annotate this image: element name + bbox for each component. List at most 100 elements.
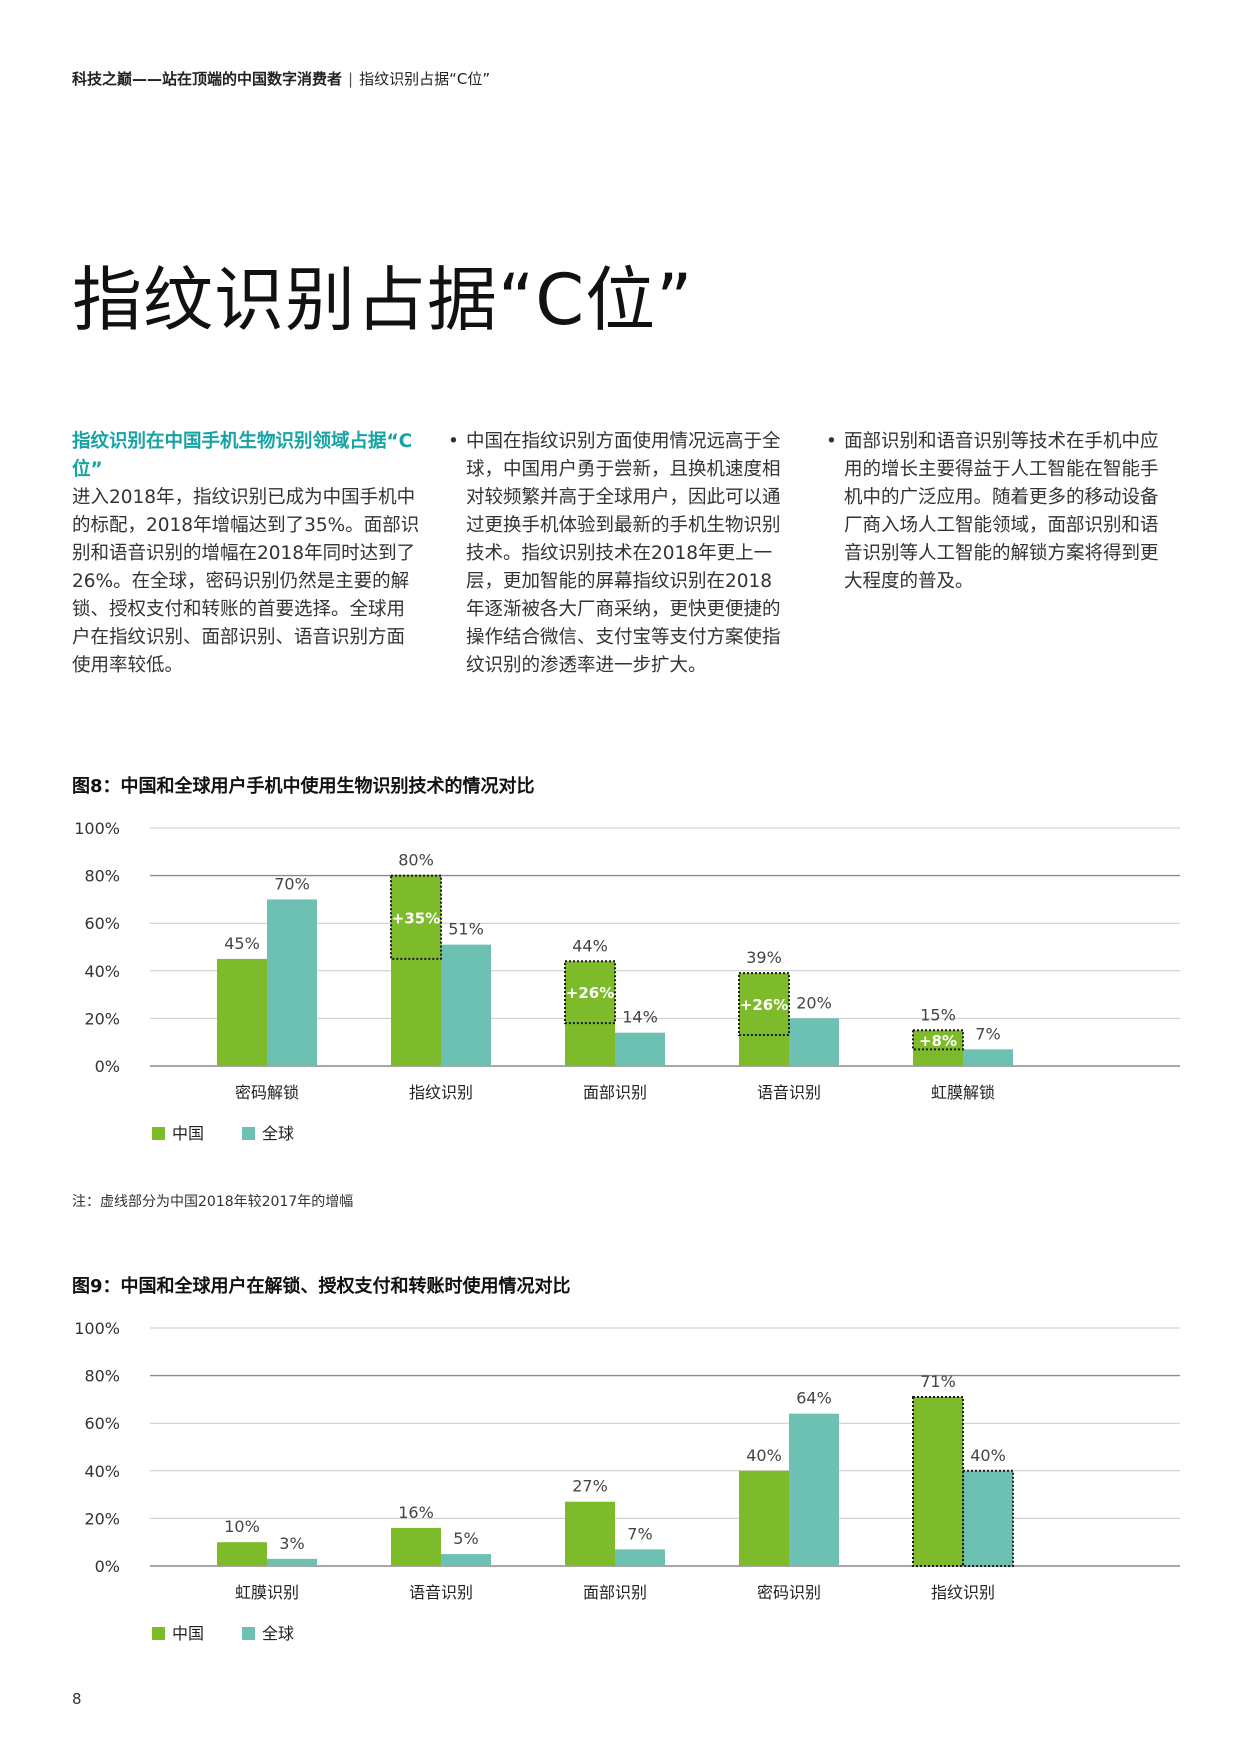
fig9-bar-china (391, 1527, 441, 1566)
fig9-y-tick-label: 80% (84, 1367, 120, 1386)
fig8-value-label-global: 51% (448, 920, 484, 939)
fig8-legend-label: 全球 (262, 1124, 294, 1143)
fig8-increment-label: +8% (919, 1032, 957, 1050)
fig8-y-tick-label: 20% (84, 1009, 120, 1028)
fig8-value-label-global: 70% (274, 874, 310, 893)
text-column-1: 指纹识别在中国手机生物识别领域占据“C位” 进入2018年，指纹识别已成为中国手… (72, 428, 420, 680)
fig9-bar-global (963, 1470, 1013, 1566)
fig8-value-label-global: 7% (975, 1024, 1000, 1043)
fig8-bar-global (615, 1032, 665, 1066)
fig8-value-label-global: 14% (622, 1008, 658, 1027)
figure-9-title: 图9：中国和全球用户在解锁、授权支付和转账时使用情况对比 (72, 1276, 571, 1297)
section-heading: 指纹识别在中国手机生物识别领域占据“C位” (72, 431, 413, 480)
fig8-bar-global (441, 944, 491, 1066)
fig9-value-label-global: 7% (627, 1524, 652, 1543)
fig9-category-label: 密码识别 (757, 1583, 821, 1602)
running-head: 科技之巅——站在顶端的中国数字消费者 | 指纹识别占据“C位” (72, 68, 490, 89)
fig9-bar-china (565, 1501, 615, 1566)
fig8-y-tick-label: 80% (84, 867, 120, 886)
fig9-legend-swatch (152, 1627, 165, 1640)
figure-9-svg: 0% 20% 40% 60% 80% 100% 10% 3% 虹膜识别 16% 5% 语音识别 27% 7… (74, 1319, 1180, 1643)
page-number: 8 (72, 1690, 82, 1708)
fig8-category-label: 面部识别 (583, 1083, 647, 1102)
fig8-bar-global (267, 899, 317, 1066)
fig9-bar-global (441, 1554, 491, 1566)
fig8-category-label: 密码解锁 (235, 1083, 299, 1102)
fig9-value-label-china: 40% (746, 1446, 782, 1465)
fig8-value-label-china: 15% (920, 1005, 956, 1024)
fig9-value-label-china: 27% (572, 1477, 608, 1496)
fig8-increment-label: +26% (740, 996, 788, 1014)
fig9-y-tick-label: 0% (95, 1557, 120, 1576)
fig8-value-label-china: 45% (224, 934, 260, 953)
fig9-bar-china (739, 1470, 789, 1566)
fig9-legend-label: 全球 (262, 1624, 294, 1643)
fig9-bar-china (913, 1397, 963, 1566)
fig8-bar-china (391, 875, 441, 1066)
fig9-category-label: 面部识别 (583, 1583, 647, 1602)
fig8-increment-box (390, 874, 442, 960)
page-title: 指纹识别占据“C位” (72, 259, 694, 341)
running-head-report-title: 科技之巅——站在顶端的中国数字消费者 (72, 70, 343, 88)
fig8-y-tick-label: 100% (74, 819, 120, 838)
fig9-value-label-global: 5% (453, 1529, 478, 1548)
figure-9-chart: 0% 20% 40% 60% 80% 100% 10% 3% 虹膜识别 16% 5% 语音识别 27% 7… (72, 1308, 1182, 1668)
fig8-bar-global (963, 1049, 1013, 1066)
text-column-3: 面部识别和语音识别等技术在手机中应用的增长主要得益于人工智能在智能手机中的广泛应… (826, 428, 1166, 596)
fig9-highlight-box-china (912, 1396, 964, 1567)
fig9-legend-label: 中国 (172, 1624, 204, 1643)
bullet-paragraph: 面部识别和语音识别等技术在手机中应用的增长主要得益于人工智能在智能手机中的广泛应… (826, 428, 1166, 596)
fig8-bar-china (739, 973, 789, 1066)
body-paragraph: 进入2018年，指纹识别已成为中国手机中的标配，2018年增幅达到了35%。面部… (72, 487, 420, 676)
fig9-value-label-global: 40% (970, 1446, 1006, 1465)
fig8-y-tick-label: 60% (84, 914, 120, 933)
fig8-y-tick-label: 40% (84, 962, 120, 981)
fig8-legend-swatch (242, 1127, 255, 1140)
fig9-value-label-china: 71% (920, 1372, 956, 1391)
fig9-bar-china (217, 1542, 267, 1566)
figure-8-note: 注：虚线部分为中国2018年较2017年的增幅 (72, 1194, 354, 1210)
fig8-increment-box (912, 1029, 964, 1051)
fig8-increment-box (564, 960, 616, 1025)
fig8-value-label-china: 80% (398, 851, 434, 870)
fig9-category-label: 语音识别 (409, 1583, 473, 1602)
fig8-bar-china (913, 1030, 963, 1066)
fig9-y-tick-label: 40% (84, 1462, 120, 1481)
fig8-bar-global (789, 1018, 839, 1066)
fig8-increment-label: +26% (566, 984, 614, 1002)
fig8-category-label: 语音识别 (757, 1083, 821, 1102)
figure-8-chart: 0% 20% 40% 60% 80% 100% 45% 70% 密码解锁 +35% 80% 51% 指纹… (72, 808, 1182, 1168)
fig8-increment-label: +35% (392, 909, 440, 927)
fig9-value-label-china: 16% (398, 1503, 434, 1522)
fig8-value-label-china: 44% (572, 936, 608, 955)
fig8-increment-box (738, 972, 790, 1037)
fig9-legend-swatch (242, 1627, 255, 1640)
fig9-bar-global (615, 1549, 665, 1566)
fig9-bar-global (789, 1413, 839, 1566)
fig8-bar-china (565, 961, 615, 1066)
fig9-bar-global (267, 1558, 317, 1566)
fig8-bar-china (217, 958, 267, 1066)
text-column-2: 中国在指纹识别方面使用情况远高于全球，中国用户勇于尝新，且换机速度相对较频繁并高… (448, 428, 788, 680)
figure-8-svg: 0% 20% 40% 60% 80% 100% 45% 70% 密码解锁 +35% 80% 51% 指纹… (74, 819, 1180, 1143)
fig9-category-label: 虹膜识别 (235, 1583, 299, 1602)
running-head-separator: | (348, 70, 354, 88)
fig9-highlight-box-global (962, 1469, 1014, 1567)
fig9-y-tick-label: 60% (84, 1414, 120, 1433)
fig8-legend-label: 中国 (172, 1124, 204, 1143)
fig8-legend-swatch (152, 1127, 165, 1140)
fig9-y-tick-label: 20% (84, 1509, 120, 1528)
fig8-value-label-global: 20% (796, 993, 832, 1012)
fig9-category-label: 指纹识别 (931, 1583, 995, 1602)
fig8-y-tick-label: 0% (95, 1057, 120, 1076)
running-head-section: 指纹识别占据“C位” (359, 70, 491, 88)
bullet-paragraph: 中国在指纹识别方面使用情况远高于全球，中国用户勇于尝新，且换机速度相对较频繁并高… (448, 428, 788, 680)
fig9-value-label-global: 64% (796, 1389, 832, 1408)
fig9-value-label-china: 10% (224, 1517, 260, 1536)
figure-8-title: 图8：中国和全球用户手机中使用生物识别技术的情况对比 (72, 776, 535, 797)
fig9-y-tick-label: 100% (74, 1319, 120, 1338)
fig8-category-label: 指纹识别 (409, 1083, 473, 1102)
fig9-value-label-global: 3% (279, 1534, 304, 1553)
fig8-value-label-china: 39% (746, 948, 782, 967)
fig8-category-label: 虹膜解锁 (931, 1083, 995, 1102)
